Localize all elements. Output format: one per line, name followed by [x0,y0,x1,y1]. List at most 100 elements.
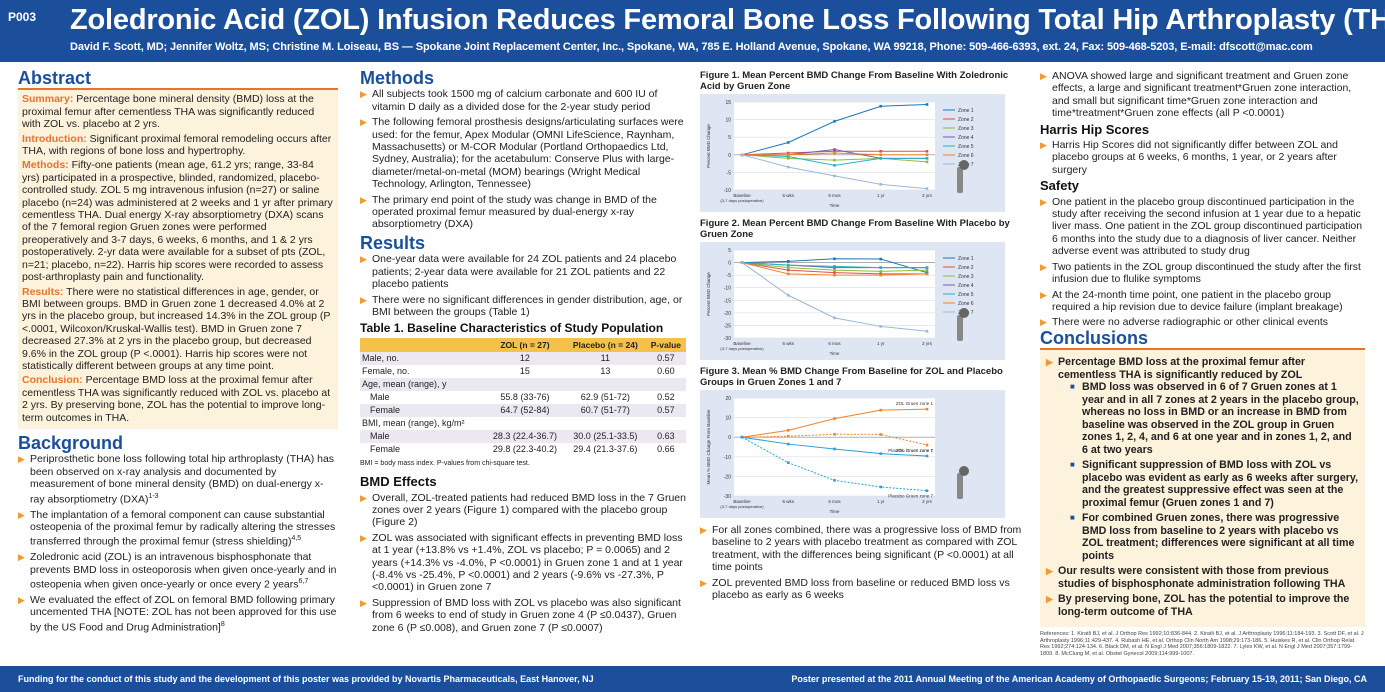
data-point [833,164,836,167]
list-item: One-year data were available for 24 ZOL … [360,253,686,290]
data-point [879,270,883,273]
legend-label: Zone 1 [958,108,974,114]
list-item: At the 24-month time point, one patient … [1040,289,1365,314]
safety-list: One patient in the placebo group discont… [1040,196,1365,329]
data-point [879,433,883,436]
data-point [786,263,790,267]
table-cell [565,417,646,430]
figure-3: -30 -20 -10 0 10 20 Baseline 6 wks 6 mos 1 yr 2 yr… [700,390,1005,518]
table-cell: Age, mean (range), y [360,377,486,391]
data-point [833,479,836,482]
plot-area [734,250,935,338]
poster-title: Zoledronic Acid (ZOL) Infusion Reduces F… [70,4,1385,36]
data-point [879,325,883,328]
y-tick-label: -25 [724,323,731,329]
table-cell [564,377,646,391]
y-tick-label: -20 [724,474,731,480]
harris-list: Harris Hip Scores did not significantly … [1040,139,1365,176]
list-item: Zoledronic acid (ZOL) is an intravenous … [18,551,338,591]
legend-label: Zone 3 [958,274,974,280]
data-point [833,120,836,123]
data-point [879,183,883,186]
data-point [786,151,790,155]
data-point [833,316,836,320]
series-label: ZOL Gruen zone 7 [896,448,934,453]
figure-2-chart: -30 -25 -20 -15 -10 -5 0 5 Baseline 6 wks 6 mos 1 y… [706,248,974,356]
x-tick-label: 6 wks [782,499,794,504]
poster-footer: Funding for the conduct of this study an… [0,666,1385,692]
list-item: For combined Gruen zones, there was prog… [1070,512,1359,562]
x-tick-label: 6 mos [828,193,841,198]
table-cell: Female, no. [362,365,410,376]
table-cell: 29.4 (21.3-37.6) [573,443,638,454]
legend-label: Zone 2 [958,117,974,123]
conclusions-sublist: BMD loss was observed in 6 of 7 Gruen zo… [1070,381,1359,562]
data-point [833,265,836,268]
list-item: Percentage BMD loss at the proximal femu… [1046,356,1359,562]
data-point [833,151,836,155]
table-cell: 13 [600,365,611,376]
x-tick-label: 6 wks [782,193,794,198]
data-point [786,165,790,169]
femur-head-icon [959,466,969,476]
list-item: Overall, ZOL-treated patients had reduce… [360,492,686,529]
y-tick-label: -10 [724,188,731,194]
list-item: Harris Hip Scores did not significantly … [1040,139,1365,176]
data-point [786,434,790,438]
table-header: Placebo (n = 24) [564,337,646,352]
data-point [833,447,836,451]
baseline-table: ZOL (n = 27) Placebo (n = 24) P-value Ma… [360,337,686,456]
list-item: The primary end point of the study was c… [360,194,686,231]
data-point [786,260,790,263]
data-point [925,272,929,276]
table-cell: 0.66 [657,443,675,454]
background-list: Periprosthetic bone loss following total… [18,453,338,633]
y-tick-label: -15 [724,298,731,304]
table-cell: 0.63 [645,429,686,443]
table-row: BMI, mean (range), kg/m² [360,417,686,430]
data-point [925,489,929,493]
table-cell: BMI, mean (range), kg/m² [362,417,465,428]
data-point [833,432,836,436]
list-item: The implantation of a femoral component … [18,509,338,549]
data-point [925,266,929,269]
table-cell: 29.8 (22.3-40.2) [492,443,557,454]
y-tick-label: -5 [727,170,732,176]
table-cell: Male [360,429,486,443]
list-item: ANOVA showed large and significant treat… [1040,70,1365,120]
x-axis-label: Time [830,509,840,514]
y-tick-label: -5 [727,273,732,279]
table-cell: 0.60 [657,365,675,376]
y-tick-label: -30 [724,494,731,500]
legend-label: Zone 5 [958,292,974,298]
table-cell [646,417,686,430]
bmd-effects-list: Overall, ZOL-treated patients had reduce… [360,492,686,634]
table-cell: 0.57 [645,351,686,365]
y-tick-label: 15 [725,100,731,106]
conclusions-list: Percentage BMD loss at the proximal femu… [1046,356,1359,618]
data-point [925,407,929,411]
table-row: Age, mean (range), y [360,377,686,391]
table-cell: 30.0 (25.1-33.5) [564,429,646,443]
abstract-summary: Summary: Percentage bone mineral density… [22,93,315,131]
data-point [925,454,929,458]
table-cell: 15 [519,365,530,376]
table-row: Male 28.3 (22.4-36.7) 30.0 (25.1-33.5) 0.63 [360,429,686,443]
table-cell: 64.7 (52-84) [485,403,565,417]
femur-icon [957,167,963,193]
data-point [833,158,836,162]
data-point [833,268,836,272]
legend-label: Zone 3 [958,126,974,132]
funding-note: Funding for the conduct of this study an… [18,674,594,684]
table-cell [485,417,565,430]
table-cell: 12 [485,351,565,365]
anova-list: ANOVA showed large and significant treat… [1040,70,1365,120]
x-tick-sublabel: (3-7 days postoperative) [720,504,764,509]
results-list: One-year data were available for 24 ZOL … [360,253,686,318]
table-cell: 0.57 [645,403,686,417]
table-row: Female 64.7 (52-84) 60.7 (51-77) 0.57 [360,403,686,417]
list-item: The following femoral prosthesis designs… [360,116,686,190]
y-tick-label: 0 [728,153,731,159]
table-row: Male, no. 12 11 0.57 [360,351,686,365]
list-item: Significant suppression of BMD loss with… [1070,459,1359,509]
